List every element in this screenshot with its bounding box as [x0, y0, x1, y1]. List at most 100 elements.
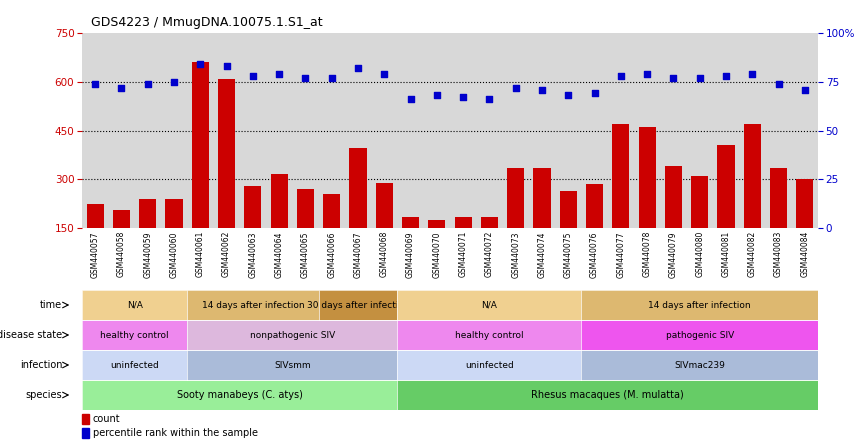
Text: N/A: N/A: [126, 301, 143, 309]
Bar: [270, 174, 288, 228]
Text: GSM440080: GSM440080: [695, 231, 704, 278]
Text: GSM440077: GSM440077: [617, 231, 625, 278]
Bar: [429, 220, 445, 228]
Text: GSM440070: GSM440070: [432, 231, 442, 278]
Bar: [638, 127, 656, 228]
Point: [246, 72, 260, 79]
Text: GSM440063: GSM440063: [249, 231, 257, 278]
Point: [351, 64, 365, 71]
Text: GSM440083: GSM440083: [774, 231, 783, 278]
Point: [404, 96, 417, 103]
Point: [509, 84, 523, 91]
Bar: [113, 210, 130, 228]
Bar: [586, 184, 603, 228]
Point: [378, 71, 391, 78]
Bar: [165, 199, 183, 228]
Text: GSM440071: GSM440071: [459, 231, 468, 278]
Text: GSM440084: GSM440084: [800, 231, 810, 278]
Text: count: count: [93, 414, 120, 424]
Bar: [481, 217, 498, 228]
Text: Rhesus macaques (M. mulatta): Rhesus macaques (M. mulatta): [532, 390, 684, 400]
Text: GSM440069: GSM440069: [406, 231, 415, 278]
Text: infection: infection: [20, 360, 62, 370]
Point: [614, 72, 628, 79]
Point: [772, 80, 785, 87]
Text: GSM440058: GSM440058: [117, 231, 126, 278]
Text: GSM440082: GSM440082: [747, 231, 757, 277]
Point: [220, 63, 234, 70]
Text: GSM440072: GSM440072: [485, 231, 494, 278]
Text: 30 days after infection: 30 days after infection: [307, 301, 410, 309]
Bar: [191, 62, 209, 228]
Bar: [691, 176, 708, 228]
Bar: [87, 204, 104, 228]
Bar: [244, 186, 262, 228]
Bar: [717, 145, 734, 228]
Text: GSM440059: GSM440059: [143, 231, 152, 278]
Bar: [507, 168, 524, 228]
Bar: [559, 190, 577, 228]
Point: [193, 61, 207, 68]
Text: healthy control: healthy control: [100, 330, 169, 340]
Text: GSM440076: GSM440076: [590, 231, 599, 278]
Text: GSM440075: GSM440075: [564, 231, 572, 278]
Text: percentile rank within the sample: percentile rank within the sample: [93, 428, 258, 438]
Text: GSM440060: GSM440060: [170, 231, 178, 278]
Point: [167, 78, 181, 85]
Point: [88, 80, 102, 87]
Point: [719, 72, 733, 79]
Text: SIVmac239: SIVmac239: [675, 361, 725, 369]
Bar: [665, 166, 682, 228]
Bar: [533, 168, 551, 228]
Point: [141, 80, 155, 87]
Bar: [770, 168, 787, 228]
Point: [482, 96, 496, 103]
Text: N/A: N/A: [481, 301, 497, 309]
Point: [272, 71, 286, 78]
Point: [456, 94, 470, 101]
Point: [798, 86, 811, 93]
Point: [640, 71, 654, 78]
Bar: [744, 124, 761, 228]
Text: nonpathogenic SIV: nonpathogenic SIV: [249, 330, 335, 340]
Bar: [376, 182, 393, 228]
Bar: [297, 189, 314, 228]
Point: [299, 74, 313, 81]
Text: GSM440078: GSM440078: [643, 231, 651, 278]
Text: GSM440065: GSM440065: [301, 231, 310, 278]
Text: GSM440067: GSM440067: [353, 231, 363, 278]
Text: GSM440068: GSM440068: [380, 231, 389, 278]
Text: 14 days after infection: 14 days after infection: [202, 301, 304, 309]
Point: [325, 74, 339, 81]
Bar: [612, 124, 630, 228]
Point: [693, 74, 707, 81]
Text: GSM440062: GSM440062: [222, 231, 231, 278]
Text: GSM440079: GSM440079: [669, 231, 678, 278]
Bar: [455, 217, 472, 228]
Bar: [797, 179, 813, 228]
Text: GSM440081: GSM440081: [721, 231, 731, 277]
Text: pathogenic SIV: pathogenic SIV: [666, 330, 734, 340]
Text: healthy control: healthy control: [456, 330, 524, 340]
Text: Sooty manabeys (C. atys): Sooty manabeys (C. atys): [177, 390, 302, 400]
Text: GSM440061: GSM440061: [196, 231, 204, 278]
Bar: [82, 414, 89, 424]
Bar: [139, 199, 156, 228]
Bar: [402, 217, 419, 228]
Point: [114, 84, 128, 91]
Point: [746, 71, 759, 78]
Bar: [218, 79, 235, 228]
Bar: [350, 148, 366, 228]
Text: uninfected: uninfected: [465, 361, 514, 369]
Text: 14 days after infection: 14 days after infection: [649, 301, 751, 309]
Text: species: species: [26, 390, 62, 400]
Text: disease state: disease state: [0, 330, 62, 340]
Text: GSM440066: GSM440066: [327, 231, 336, 278]
Point: [667, 74, 681, 81]
Text: GSM440073: GSM440073: [511, 231, 520, 278]
Point: [588, 90, 602, 97]
Text: SIVsmm: SIVsmm: [274, 361, 311, 369]
Text: GSM440074: GSM440074: [538, 231, 546, 278]
Point: [430, 92, 443, 99]
Text: time: time: [40, 300, 62, 310]
